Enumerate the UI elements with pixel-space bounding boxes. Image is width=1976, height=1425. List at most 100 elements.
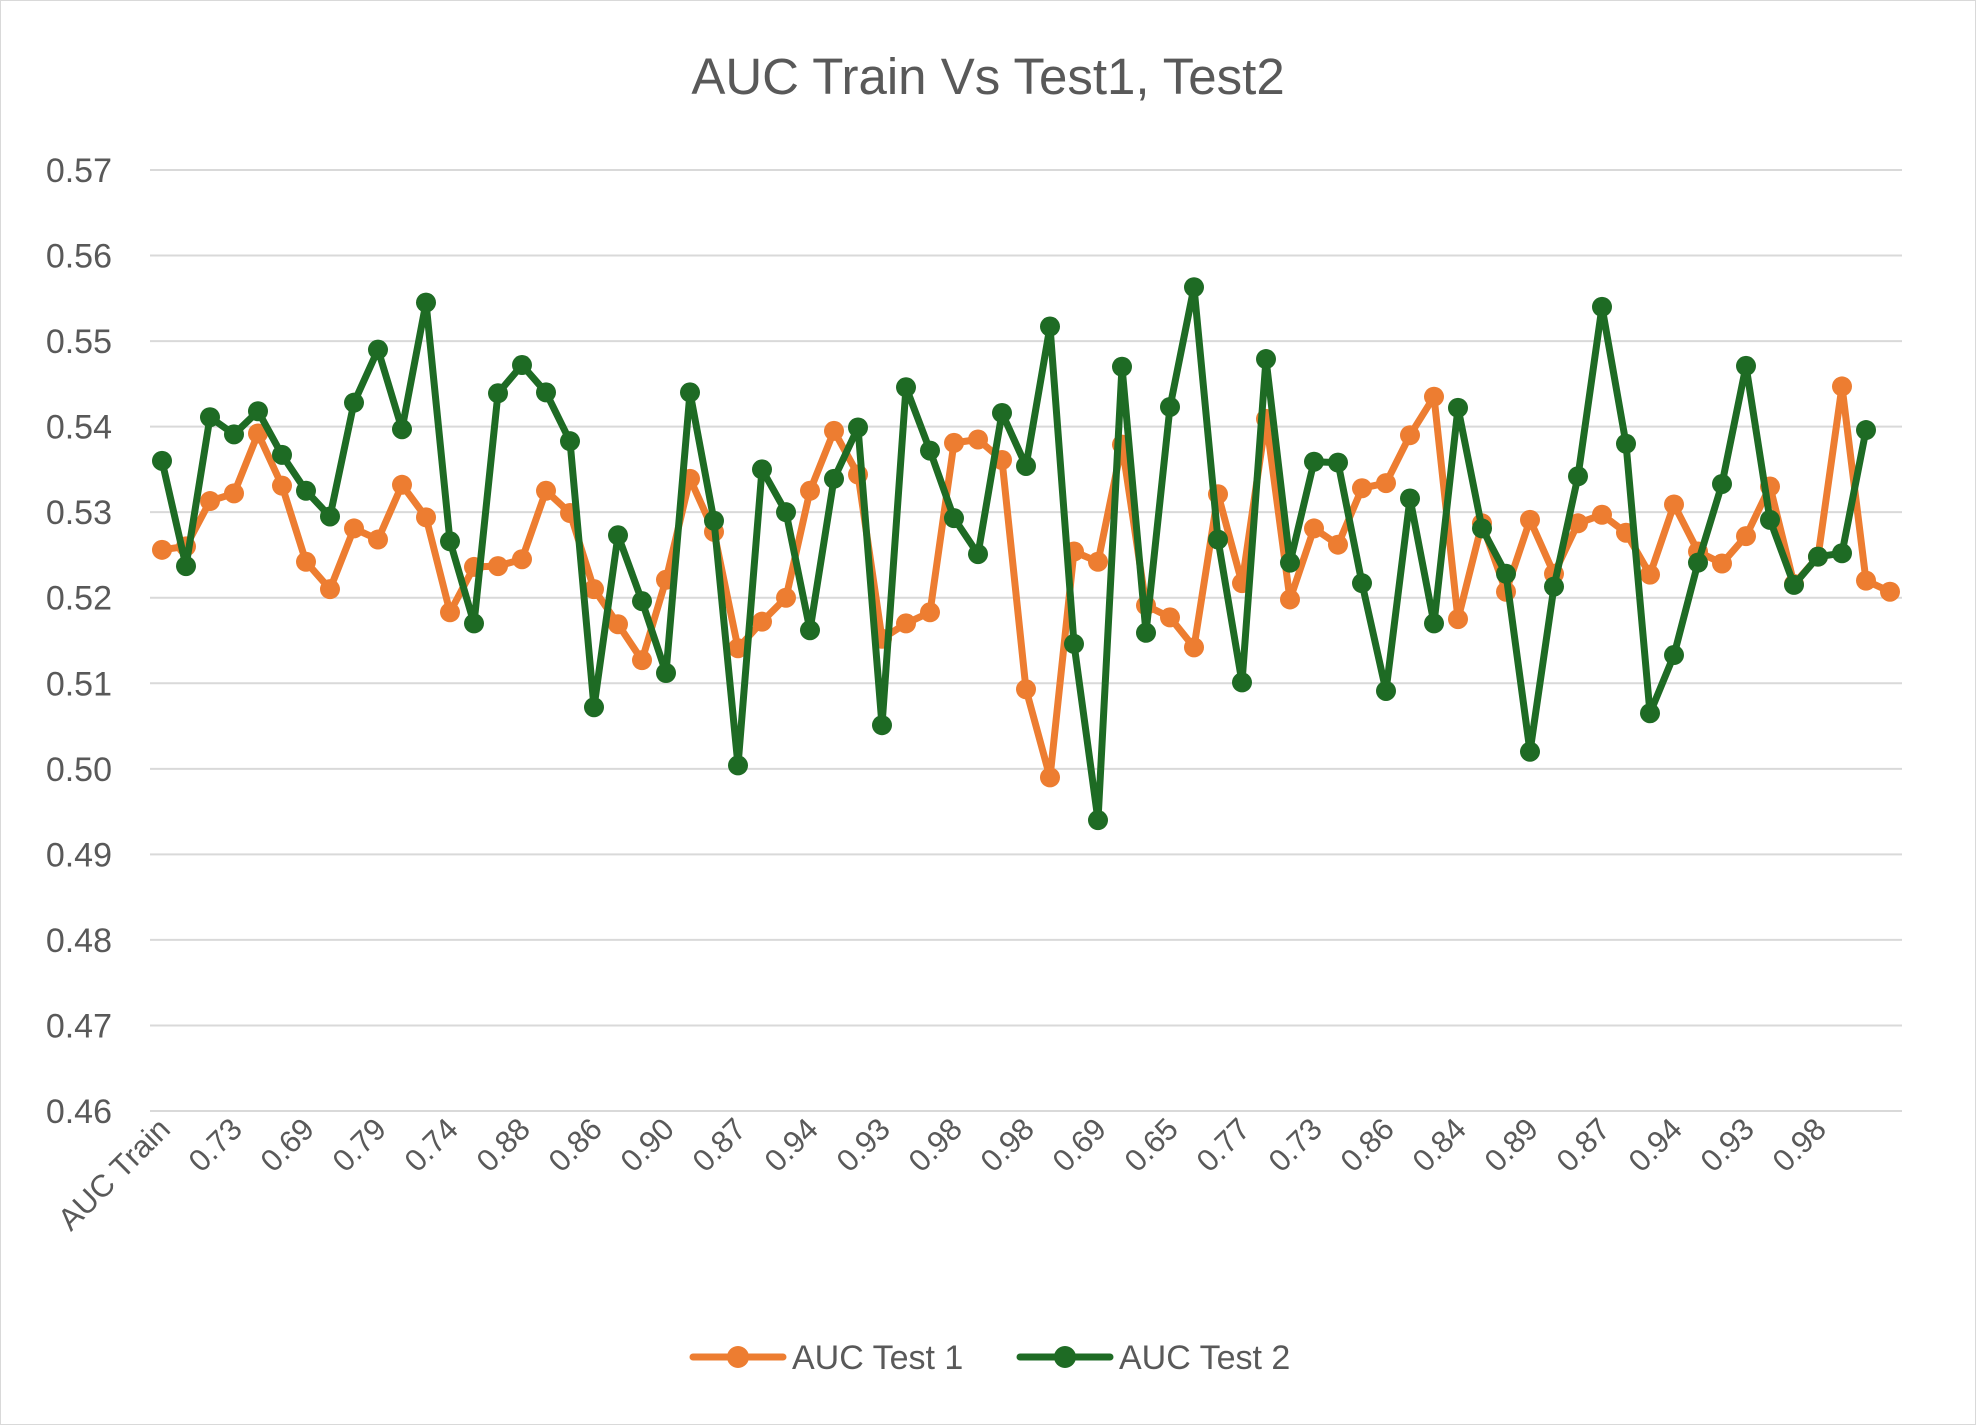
y-tick-label: 0.55 xyxy=(46,323,112,361)
data-point xyxy=(560,431,580,452)
data-point xyxy=(440,602,460,623)
x-tick-label: 0.65 xyxy=(1118,1111,1185,1178)
data-point xyxy=(512,549,532,570)
data-point xyxy=(1592,296,1612,317)
data-point xyxy=(464,613,484,634)
data-point xyxy=(1184,637,1204,658)
legend-marker-test1 xyxy=(727,1346,749,1368)
x-tick-label: 0.89 xyxy=(1478,1111,1545,1178)
x-tick-label: 0.74 xyxy=(398,1111,465,1178)
data-point xyxy=(152,539,172,560)
data-point xyxy=(1688,552,1708,573)
x-tick-label: 0.79 xyxy=(326,1111,393,1178)
data-point xyxy=(320,506,340,527)
data-point xyxy=(200,407,220,428)
x-tick-label: 0.98 xyxy=(974,1111,1041,1178)
legend: AUC Test 1 AUC Test 2 xyxy=(689,1339,1290,1377)
data-point xyxy=(824,468,844,489)
data-point xyxy=(1616,433,1636,454)
legend-marker-test2 xyxy=(1054,1346,1076,1368)
data-point xyxy=(272,444,292,465)
data-point xyxy=(1208,529,1228,550)
data-point xyxy=(1352,573,1372,594)
y-tick-label: 0.54 xyxy=(46,409,112,447)
data-point xyxy=(1856,570,1876,591)
data-point xyxy=(1592,504,1612,525)
data-point xyxy=(320,579,340,600)
legend-label-test2: AUC Test 2 xyxy=(1119,1339,1290,1377)
data-point xyxy=(536,480,556,501)
series-2 xyxy=(152,277,1876,831)
data-point xyxy=(1520,741,1540,762)
data-point xyxy=(1376,473,1396,494)
data-point xyxy=(728,755,748,776)
data-point xyxy=(1064,633,1084,654)
data-point xyxy=(1448,609,1468,630)
data-point xyxy=(224,483,244,504)
data-point xyxy=(1544,576,1564,597)
data-point xyxy=(968,429,988,450)
data-point xyxy=(248,423,268,444)
data-point xyxy=(632,650,652,671)
data-point xyxy=(344,392,364,413)
data-point xyxy=(1328,452,1348,473)
y-tick-label: 0.49 xyxy=(46,836,112,874)
data-point xyxy=(488,556,508,577)
data-point xyxy=(1736,355,1756,376)
data-point xyxy=(584,579,604,600)
data-point xyxy=(680,382,700,403)
data-point xyxy=(920,602,940,623)
x-tick-label: 0.86 xyxy=(1334,1111,1401,1178)
data-point xyxy=(368,339,388,360)
data-point xyxy=(1376,680,1396,701)
data-point xyxy=(776,587,796,608)
data-point xyxy=(1088,551,1108,572)
data-point xyxy=(1256,349,1276,370)
data-point xyxy=(704,510,724,531)
data-point xyxy=(1304,518,1324,539)
legend-label-test1: AUC Test 1 xyxy=(792,1339,963,1377)
data-point xyxy=(1184,277,1204,298)
data-point xyxy=(1640,703,1660,724)
data-point xyxy=(152,450,172,471)
x-tick-label: 0.88 xyxy=(470,1111,537,1178)
data-point xyxy=(776,502,796,523)
data-point xyxy=(968,544,988,565)
data-point xyxy=(416,292,436,313)
series-lines xyxy=(152,277,1900,831)
x-tick-label: 0.98 xyxy=(1766,1111,1833,1178)
series-line xyxy=(158,283,1870,824)
data-point xyxy=(176,556,196,577)
data-point xyxy=(224,424,244,445)
data-point xyxy=(992,402,1012,423)
x-tick-label: 0.87 xyxy=(686,1111,753,1178)
data-point xyxy=(1016,679,1036,700)
data-point xyxy=(824,420,844,441)
data-point xyxy=(416,507,436,528)
data-point xyxy=(296,480,316,501)
x-tick-label: 0.73 xyxy=(1262,1111,1329,1178)
data-point xyxy=(944,432,964,453)
x-tick-label: 0.93 xyxy=(1694,1111,1761,1178)
data-point xyxy=(392,474,412,495)
data-point xyxy=(1712,553,1732,574)
data-point xyxy=(752,459,772,480)
data-point xyxy=(608,614,628,635)
y-axis-labels: 0.46 0.47 0.48 0.49 0.50 0.51 0.52 0.53 0.54 0.55… xyxy=(46,152,112,1131)
data-point xyxy=(1712,473,1732,494)
data-point xyxy=(296,551,316,572)
chart-title: AUC Train Vs Test1, Test2 xyxy=(691,48,1284,105)
data-point xyxy=(872,715,892,736)
data-point xyxy=(512,355,532,376)
data-point xyxy=(1088,810,1108,831)
data-point xyxy=(1280,589,1300,610)
data-point xyxy=(1112,356,1132,377)
x-tick-label: 0.93 xyxy=(830,1111,897,1178)
x-tick-label: 0.69 xyxy=(1046,1111,1113,1178)
data-point xyxy=(920,440,940,461)
data-point xyxy=(1832,376,1852,397)
y-tick-label: 0.50 xyxy=(46,751,112,789)
y-tick-label: 0.53 xyxy=(46,494,112,532)
y-tick-label: 0.46 xyxy=(46,1093,112,1131)
data-point xyxy=(1784,574,1804,595)
